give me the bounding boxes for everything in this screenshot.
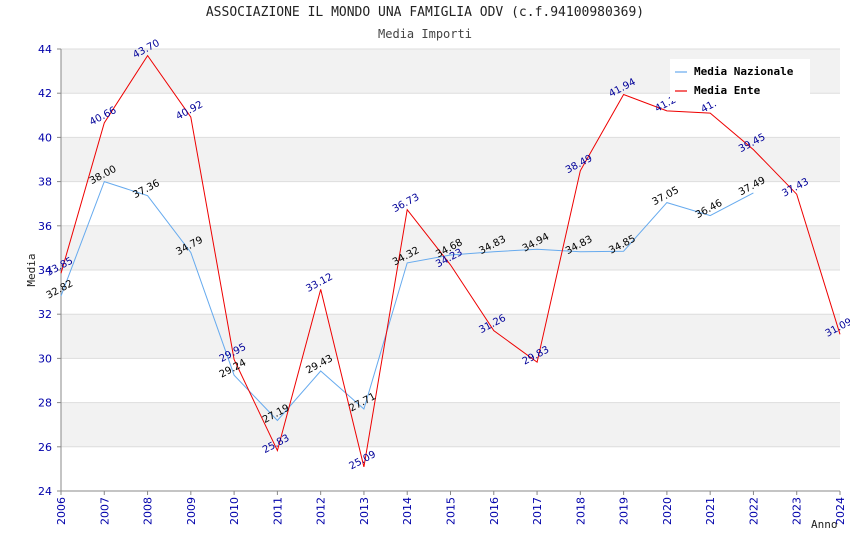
x-tick-label-2022: 2022 (747, 497, 760, 525)
x-tick-label-2009: 2009 (185, 497, 198, 525)
chart-title: ASSOCIAZIONE IL MONDO UNA FAMIGLIA ODV (… (205, 5, 645, 20)
data-label-media-ente-2009: 40.92 (174, 99, 204, 122)
y-tick-label-30: 30 (38, 352, 52, 365)
legend-box (670, 59, 810, 101)
y-tick-label-28: 28 (38, 397, 52, 410)
axes (57, 48, 841, 495)
y-tick-label-32: 32 (38, 308, 52, 321)
x-tick-label-2021: 2021 (704, 497, 717, 525)
x-tick-label-2019: 2019 (618, 497, 631, 525)
x-tick-label-2013: 2013 (358, 497, 371, 525)
data-label-media-ente-2007: 40.66 (88, 105, 118, 128)
x-tick-label-2020: 2020 (661, 497, 674, 525)
x-tick-label-2006: 2006 (55, 497, 68, 525)
x-tick-label-2023: 2023 (791, 497, 804, 525)
data-label-media-ente-2014: 36.73 (391, 192, 421, 215)
y-tick-label-38: 38 (38, 176, 52, 189)
band-26-28 (61, 402, 840, 447)
y-tick-label-34: 34 (38, 264, 52, 277)
x-tick-label-2010: 2010 (228, 497, 241, 525)
y-tick-label-26: 26 (38, 441, 52, 454)
x-tick-label-2024: 2024 (834, 497, 847, 525)
series-line-media-nazionale (60, 180, 754, 422)
grid-lines (61, 48, 840, 492)
data-label-media-ente-2012: 33.12 (304, 272, 334, 295)
x-tick-labels: 2006 2007 2008 2009 2010 2011 2012 2013 2014 2015… (55, 497, 847, 525)
x-tick-label-2012: 2012 (315, 497, 328, 525)
y-tick-label-36: 36 (38, 220, 52, 233)
band-34-36 (61, 225, 840, 270)
x-tick-label-2011: 2011 (271, 497, 284, 525)
data-label-media-nazionale-2006: 32.82 (45, 278, 75, 301)
x-tick-label-2008: 2008 (142, 497, 155, 525)
data-label-media-ente-2006: 33.85 (45, 256, 75, 279)
y-axis-title: Media (25, 253, 38, 286)
plot-background (61, 49, 840, 447)
x-tick-label-2016: 2016 (488, 497, 501, 525)
y-tick-label-44: 44 (38, 43, 52, 56)
band-30-32 (61, 314, 840, 359)
legend-label-media-ente: Media Ente (694, 84, 761, 97)
series-line-media-ente (60, 54, 841, 468)
y-tick-label-24: 24 (38, 485, 52, 498)
x-tick-label-2007: 2007 (98, 497, 111, 525)
data-label-media-nazionale-2021: 36.46 (694, 198, 724, 221)
x-tick-label-2014: 2014 (401, 497, 414, 525)
series-lines (60, 54, 841, 468)
x-tick-label-2015: 2015 (445, 497, 458, 525)
legend: Media Nazionale Media Ente (670, 59, 810, 101)
band-38-40 (61, 137, 840, 182)
x-tick-label-2017: 2017 (531, 497, 544, 525)
legend-label-media-nazionale: Media Nazionale (694, 65, 794, 78)
y-tick-labels: 24 26 28 30 32 34 36 38 40 42 44 (38, 43, 52, 498)
chart-subtitle: Media Importi (378, 27, 472, 41)
y-tick-label-40: 40 (38, 131, 52, 144)
y-tick-label-42: 42 (38, 87, 52, 100)
data-label-media-ente-2013: 25.09 (348, 449, 378, 472)
x-tick-label-2018: 2018 (574, 497, 587, 525)
x-axis-title: Anno (811, 518, 838, 531)
